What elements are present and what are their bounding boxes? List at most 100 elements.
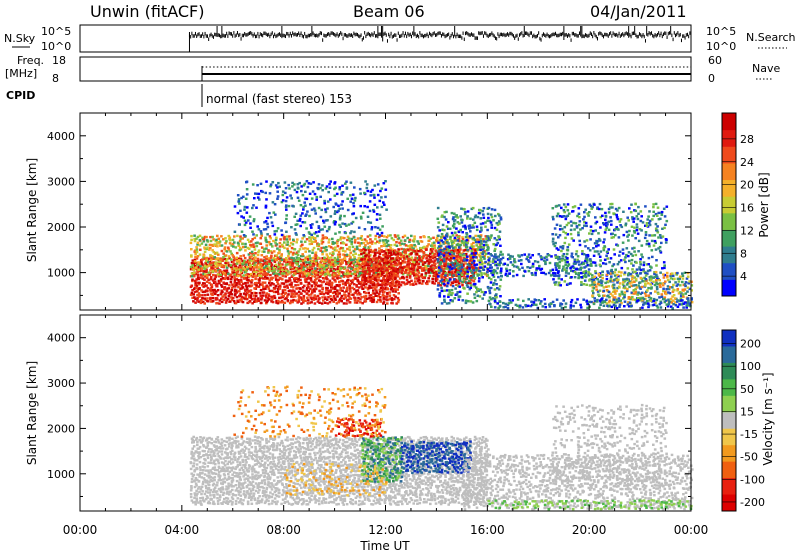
echo-cell [322, 236, 325, 240]
station-title: Unwin (fitACF) [90, 2, 204, 21]
echo-cell [303, 240, 307, 243]
echo-cell [230, 296, 233, 299]
echo-cell [433, 264, 436, 267]
echo-cell [437, 269, 441, 272]
echo-cell [222, 252, 225, 255]
echo-cell [207, 264, 211, 267]
echo-cell [566, 249, 570, 252]
echo-cell [464, 281, 468, 284]
echo-cell [448, 273, 452, 276]
echo-cell [229, 291, 233, 294]
echo-cell [219, 278, 223, 281]
echo-cell [520, 259, 523, 262]
echo-cell [208, 260, 212, 264]
echo-cell [487, 263, 490, 266]
echo-cell [426, 280, 429, 283]
echo-cell [267, 294, 271, 297]
nsky-label: N.Sky [4, 32, 36, 45]
echo-cell [516, 266, 520, 269]
echo-cell [351, 281, 354, 284]
echo-cell [245, 193, 249, 196]
echo-cell [234, 246, 238, 249]
echo-cell [561, 269, 564, 272]
echo-cell [375, 291, 379, 294]
echo-cell [393, 288, 397, 291]
echo-cell [448, 265, 452, 269]
echo-cell [590, 207, 593, 210]
echo-cell [497, 288, 501, 291]
echo-cell [469, 284, 473, 287]
echo-cell [611, 232, 614, 235]
echo-cell [481, 222, 485, 225]
echo-cell [370, 228, 373, 231]
echo-cell [378, 290, 382, 293]
echo-cell [390, 253, 393, 256]
echo-cell [340, 193, 343, 196]
echo-cell [303, 284, 306, 287]
echo-cell [309, 296, 312, 299]
echo-cell [447, 279, 451, 283]
echo-cell [319, 228, 322, 231]
echo-cell [338, 218, 342, 221]
echo-cell [314, 231, 318, 234]
echo-cell [508, 257, 511, 260]
echo-cell [257, 250, 260, 254]
echo-cell [272, 250, 276, 253]
echo-cell [240, 262, 243, 265]
echo-cell [604, 211, 607, 215]
echo-cell [347, 292, 351, 295]
echo-cell [231, 296, 235, 300]
echo-cell [469, 246, 472, 250]
echo-cell [359, 293, 362, 296]
echo-cell [215, 290, 218, 293]
echo-cell [301, 253, 304, 256]
echo-cell [584, 259, 587, 263]
echo-cell [297, 250, 300, 253]
echo-cell [356, 299, 360, 302]
echo-cell [264, 206, 268, 209]
echo-cell [311, 248, 315, 252]
echo-cell [461, 236, 464, 239]
echo-cell [269, 256, 273, 259]
echo-cell [461, 225, 465, 228]
echo-cell [491, 260, 495, 263]
echo-cell [254, 192, 257, 195]
echo-cell [297, 300, 301, 303]
echo-cell [211, 289, 215, 292]
echo-cell [405, 278, 409, 282]
echo-cell [345, 269, 349, 272]
echo-cell [213, 288, 216, 292]
echo-cell [199, 273, 203, 276]
power-data-field [189, 180, 694, 310]
echo-cell [478, 295, 482, 298]
echo-cell [422, 280, 425, 283]
echo-cell [240, 230, 244, 233]
echo-cell [458, 261, 461, 264]
echo-cell [468, 227, 471, 230]
echo-cell [550, 255, 553, 258]
echo-cell [252, 243, 255, 246]
echo-cell [368, 277, 372, 280]
echo-cell [350, 240, 354, 244]
echo-cell [336, 262, 340, 265]
echo-cell [499, 253, 502, 256]
echo-cell [211, 249, 214, 252]
echo-cell [577, 233, 580, 237]
echo-cell [328, 183, 331, 186]
echo-cell [384, 260, 388, 263]
echo-cell [197, 268, 200, 271]
echo-cell [460, 239, 464, 243]
echo-cell [351, 220, 355, 224]
echo-cell [359, 301, 362, 304]
echo-cell [437, 254, 441, 257]
echo-cell [317, 243, 321, 246]
echo-cell [205, 268, 208, 272]
echo-cell [309, 224, 313, 227]
echo-cell [433, 252, 437, 256]
echo-cell [264, 277, 267, 280]
echo-cell [247, 253, 251, 256]
echo-cell [427, 254, 430, 258]
echo-cell [360, 252, 363, 256]
echo-cell [573, 228, 576, 231]
echo-cell [354, 267, 358, 271]
